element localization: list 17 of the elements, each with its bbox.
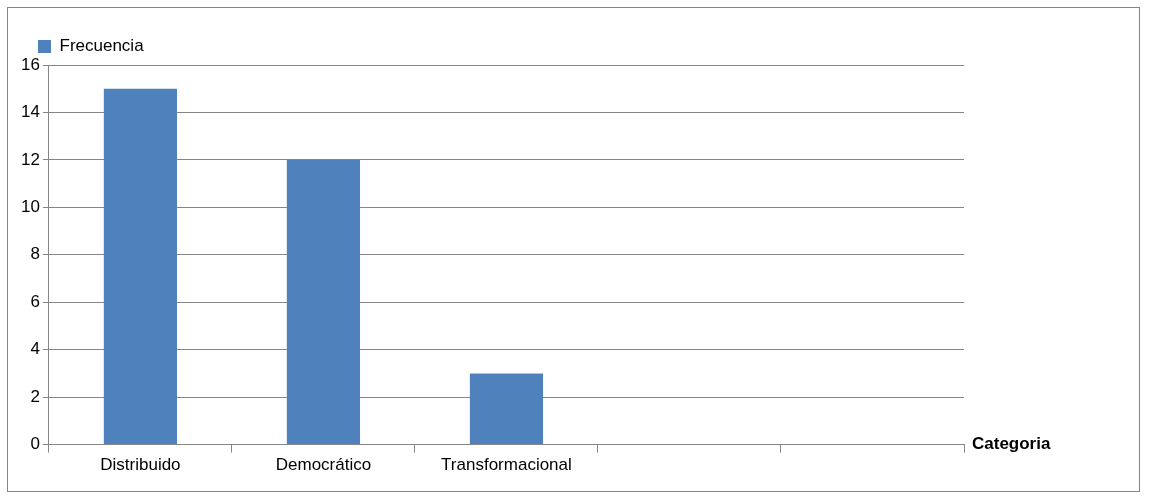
x-tick-label: Democrático [275, 455, 372, 475]
y-tick-label: 6 [30, 291, 40, 311]
x-tick-label: Transformacional [441, 455, 572, 475]
bar [469, 373, 544, 445]
y-tick-label: 16 [20, 54, 40, 74]
legend-label: Frecuencia [59, 36, 145, 56]
y-tick-label: 14 [20, 102, 40, 122]
y-tick-label: 12 [20, 149, 40, 169]
y-tick-label: 2 [30, 386, 40, 406]
y-tick-label: 4 [30, 339, 40, 359]
bar [103, 88, 178, 445]
x-tick-label: Distribuido [100, 455, 181, 475]
bar [286, 159, 361, 445]
y-tick-label: 0 [30, 434, 40, 454]
y-tick-label: 8 [30, 244, 40, 264]
y-tick-label: 10 [20, 197, 40, 217]
x-axis-title: Categoria [972, 434, 1051, 454]
